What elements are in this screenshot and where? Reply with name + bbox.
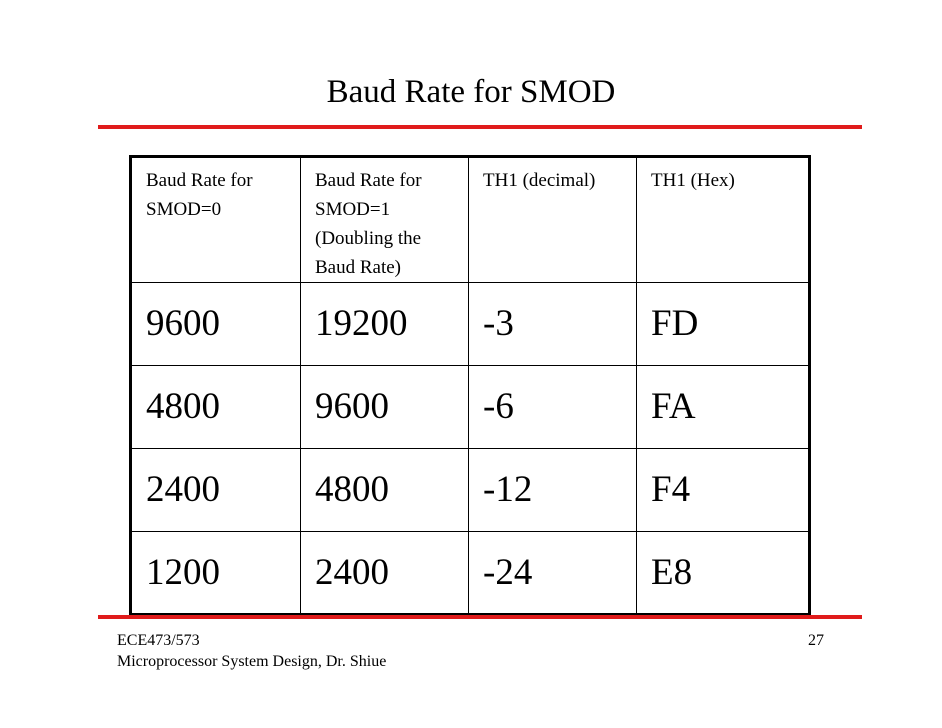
- table-row: 9600 19200 -3 FD: [130, 282, 810, 366]
- page-number: 27: [808, 632, 824, 649]
- header-th1-hex: TH1 (Hex): [636, 156, 810, 283]
- cell-baud-smod0: 4800: [130, 365, 301, 449]
- cell-th1-hex: FA: [636, 365, 810, 449]
- cell-baud-smod1: 19200: [300, 282, 469, 366]
- cell-baud-smod1: 4800: [300, 448, 469, 532]
- cell-th1-decimal: -3: [468, 282, 637, 366]
- cell-baud-smod0: 1200: [130, 531, 301, 615]
- table-row: 4800 9600 -6 FA: [130, 365, 810, 449]
- baud-rate-table: Baud Rate for SMOD=0 Baud Rate for SMOD=…: [129, 155, 811, 616]
- table-header-row: Baud Rate for SMOD=0 Baud Rate for SMOD=…: [130, 156, 810, 283]
- header-baud-smod1: Baud Rate for SMOD=1 (Doubling the Baud …: [300, 156, 469, 283]
- table-row: 2400 4800 -12 F4: [130, 448, 810, 532]
- cell-baud-smod0: 9600: [130, 282, 301, 366]
- cell-th1-decimal: -6: [468, 365, 637, 449]
- footer-subtitle: Microprocessor System Design, Dr. Shiue: [117, 653, 387, 670]
- footer-info: ECE473/573 Microprocessor System Design,…: [117, 630, 386, 672]
- cell-th1-hex: FD: [636, 282, 810, 366]
- footer-course: ECE473/573: [117, 632, 200, 649]
- cell-th1-hex: F4: [636, 448, 810, 532]
- footer-divider: [98, 615, 862, 619]
- cell-th1-decimal: -24: [468, 531, 637, 615]
- slide-title: Baud Rate for SMOD: [326, 74, 616, 110]
- cell-th1-hex: E8: [636, 531, 810, 615]
- header-th1-decimal: TH1 (decimal): [468, 156, 637, 283]
- cell-baud-smod0: 2400: [130, 448, 301, 532]
- cell-baud-smod1: 9600: [300, 365, 469, 449]
- title-divider: [98, 125, 862, 129]
- table-row: 1200 2400 -24 E8: [130, 531, 810, 615]
- header-baud-smod0: Baud Rate for SMOD=0: [130, 156, 301, 283]
- cell-th1-decimal: -12: [468, 448, 637, 532]
- cell-baud-smod1: 2400: [300, 531, 469, 615]
